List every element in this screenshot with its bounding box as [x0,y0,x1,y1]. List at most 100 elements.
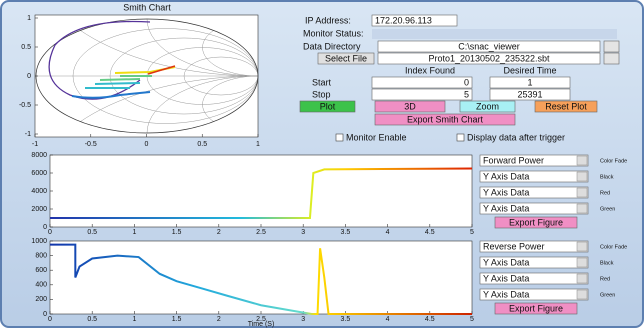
x-tick-label: 3.5 [341,316,351,323]
dropdown-text: Y Axis Data [483,171,529,181]
export-smith-button-text: Export Smith Chart [407,114,484,124]
dropdown-text: Y Axis Data [483,187,529,197]
checkbox-label: Display data after trigger [467,132,565,142]
y-tick-label: 0 [43,224,47,231]
smith-traces [48,20,176,100]
label: IP Address: [305,15,351,25]
select-file-button[interactable] [317,52,375,65]
smith-title: Smith Chart [123,2,171,12]
data-line [50,243,472,315]
side-label: Green [600,206,615,212]
checkbox-label: Monitor Enable [346,132,407,142]
button[interactable] [534,100,598,113]
button[interactable] [459,100,516,113]
x-tick-label: 1 [132,229,136,236]
y-tick-label: 0 [43,311,47,318]
file-field [377,52,601,65]
x-tick-label: 1.5 [172,316,182,323]
y-tick-label: 8000 [31,152,47,159]
button-text: Reset Plot [545,101,587,111]
file-field-text: Proto1_20130502_235322.sbt [428,53,550,63]
dropdown[interactable] [479,186,589,199]
dropdown[interactable] [479,240,589,253]
side-label: Color Fade [600,158,627,164]
dropdown-arrow [576,203,588,214]
label: Stop [312,89,331,99]
button-text: Plot [320,101,336,111]
ip-field [371,14,458,27]
x-tick-label: 1 [132,316,136,323]
trace [71,91,151,99]
stop-index-field-text: 5 [464,89,469,99]
x-tick-label: 0 [145,141,149,148]
checkbox[interactable] [335,133,344,142]
x-tick-label: 3.5 [341,229,351,236]
side-label: Black [600,260,614,266]
stop-time-field-text: 25391 [517,89,542,99]
x-tick-label: -0.5 [85,141,97,148]
x-tick-label: 2.5 [256,316,266,323]
button[interactable] [299,100,356,113]
x-tick-label: 4.5 [425,316,435,323]
y-tick-label: 1 [27,15,31,22]
y-tick-label: 600 [35,267,47,274]
y-tick-label: 6000 [31,170,47,177]
y-tick-label: 800 [35,252,47,259]
data-line [50,167,473,219]
x-tick-label: 0.5 [87,316,97,323]
y-tick-label: 0.5 [21,44,31,51]
dropdown-text: Y Axis Data [483,203,529,213]
y-tick-label: 0 [27,73,31,80]
browse-button[interactable] [603,52,620,65]
start-index-field-text: 0 [464,77,469,87]
x-tick-label: 0.5 [87,229,97,236]
y-tick-label: -0.5 [19,102,31,109]
x-tick-label: 5 [470,316,474,323]
x-tick-label: 2 [217,316,221,323]
start-index-field [371,76,473,89]
x-tick-label: 2.5 [256,229,266,236]
dropdown[interactable] [479,256,589,269]
dropdown-text: Y Axis Data [483,257,529,267]
stop-index-field [371,88,473,101]
dropdown-arrow [576,187,588,198]
dropdown[interactable] [479,202,589,215]
export-figure-button[interactable] [494,302,578,315]
label: Monitor Status: [303,28,364,38]
y-tick-label: 2000 [31,206,47,213]
button[interactable] [374,100,446,113]
side-label: Black [600,174,614,180]
x-tick-label: 3 [301,229,305,236]
label: Index Found [405,65,455,75]
label: Desired Time [503,65,556,75]
reactance-arc [202,75,258,133]
plot-axes [49,240,473,315]
ip-field-text: 172.20.96.113 [375,15,432,25]
button-text: Zoom [476,101,499,111]
x-tick-label: 3 [301,316,305,323]
dropdown-arrow [576,155,588,166]
dropdown[interactable] [479,272,589,285]
side-label: Red [600,276,610,282]
dropdown[interactable] [479,154,589,167]
x-tick-label: 1 [256,141,260,148]
dropdown-arrow [576,257,588,268]
x-tick-label: 1.5 [172,229,182,236]
export-figure-button[interactable] [494,216,578,229]
browse-button[interactable] [603,40,620,53]
directory-field [377,40,601,53]
x-tick-label: -1 [32,141,38,148]
dropdown[interactable] [479,170,589,183]
dropdown[interactable] [479,288,589,301]
status-field [372,29,617,39]
checkbox[interactable] [456,133,465,142]
start-time-field [489,76,571,89]
export-smith-button[interactable] [374,113,516,126]
reactance-arc [202,19,258,77]
side-label: Color Fade [600,244,627,250]
select-file-button-text: Select File [325,53,367,63]
dropdown-arrow [576,273,588,284]
dropdown-arrow [576,289,588,300]
